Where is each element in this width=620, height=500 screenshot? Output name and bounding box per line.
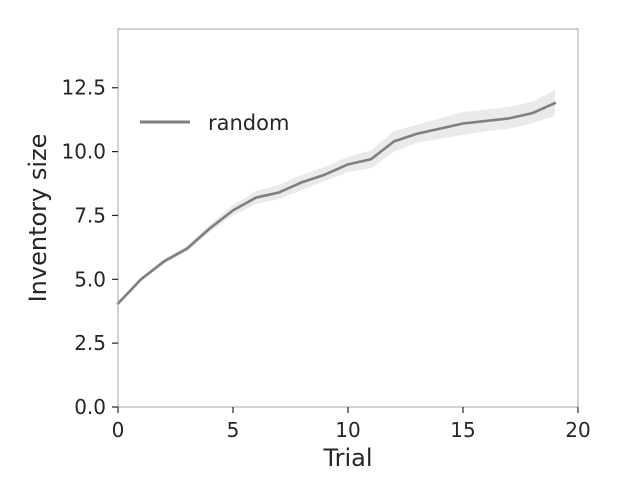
x-tick-label: 5 (227, 418, 240, 442)
y-axis-label: Inventory size (24, 134, 52, 303)
y-tick-label: 2.5 (74, 331, 106, 355)
x-axis-label: Trial (322, 444, 372, 472)
legend: random (140, 111, 289, 135)
plot-area (118, 29, 578, 407)
series-line-random (116, 101, 557, 305)
y-tick-label: 10.0 (61, 140, 106, 164)
x-tick-label: 20 (565, 418, 590, 442)
series-line-layer (116, 101, 557, 305)
y-tick-label: 12.5 (61, 76, 106, 100)
y-axis-ticks: 0.0 2.5 5.0 7.5 10.0 12.5 (61, 76, 118, 419)
y-tick-label: 7.5 (74, 203, 106, 227)
x-tick-label: 0 (112, 418, 125, 442)
confidence-band-layer (118, 90, 555, 305)
confidence-band-random (118, 90, 555, 305)
x-tick-label: 10 (335, 418, 360, 442)
y-tick-label: 5.0 (74, 267, 106, 291)
x-axis-ticks: 0 5 10 15 20 (112, 407, 591, 442)
y-tick-label: 0.0 (74, 395, 106, 419)
x-tick-label: 15 (450, 418, 475, 442)
legend-label-random: random (208, 111, 289, 135)
